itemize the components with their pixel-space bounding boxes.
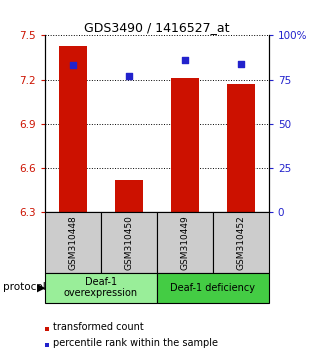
Text: GSM310450: GSM310450 <box>124 215 133 270</box>
Text: protocol: protocol <box>3 282 46 292</box>
Point <box>238 61 244 67</box>
Bar <box>59 46 87 212</box>
Text: GSM310449: GSM310449 <box>180 215 189 270</box>
Text: ▶: ▶ <box>37 282 45 292</box>
Bar <box>213 212 269 273</box>
Bar <box>227 84 255 212</box>
Text: GSM310452: GSM310452 <box>236 215 245 270</box>
Bar <box>115 180 143 212</box>
Point <box>126 73 132 79</box>
Bar <box>45 273 157 303</box>
Point <box>70 63 76 68</box>
Text: GSM310448: GSM310448 <box>68 215 77 270</box>
Text: transformed count: transformed count <box>53 322 144 332</box>
Bar <box>157 212 213 273</box>
Bar <box>157 273 269 303</box>
Bar <box>101 212 157 273</box>
Bar <box>45 212 101 273</box>
Bar <box>171 78 199 212</box>
Point <box>182 57 188 63</box>
Text: Deaf-1 deficiency: Deaf-1 deficiency <box>170 282 255 293</box>
Text: percentile rank within the sample: percentile rank within the sample <box>53 338 218 348</box>
Text: Deaf-1
overexpression: Deaf-1 overexpression <box>64 277 138 298</box>
Title: GDS3490 / 1416527_at: GDS3490 / 1416527_at <box>84 21 229 34</box>
